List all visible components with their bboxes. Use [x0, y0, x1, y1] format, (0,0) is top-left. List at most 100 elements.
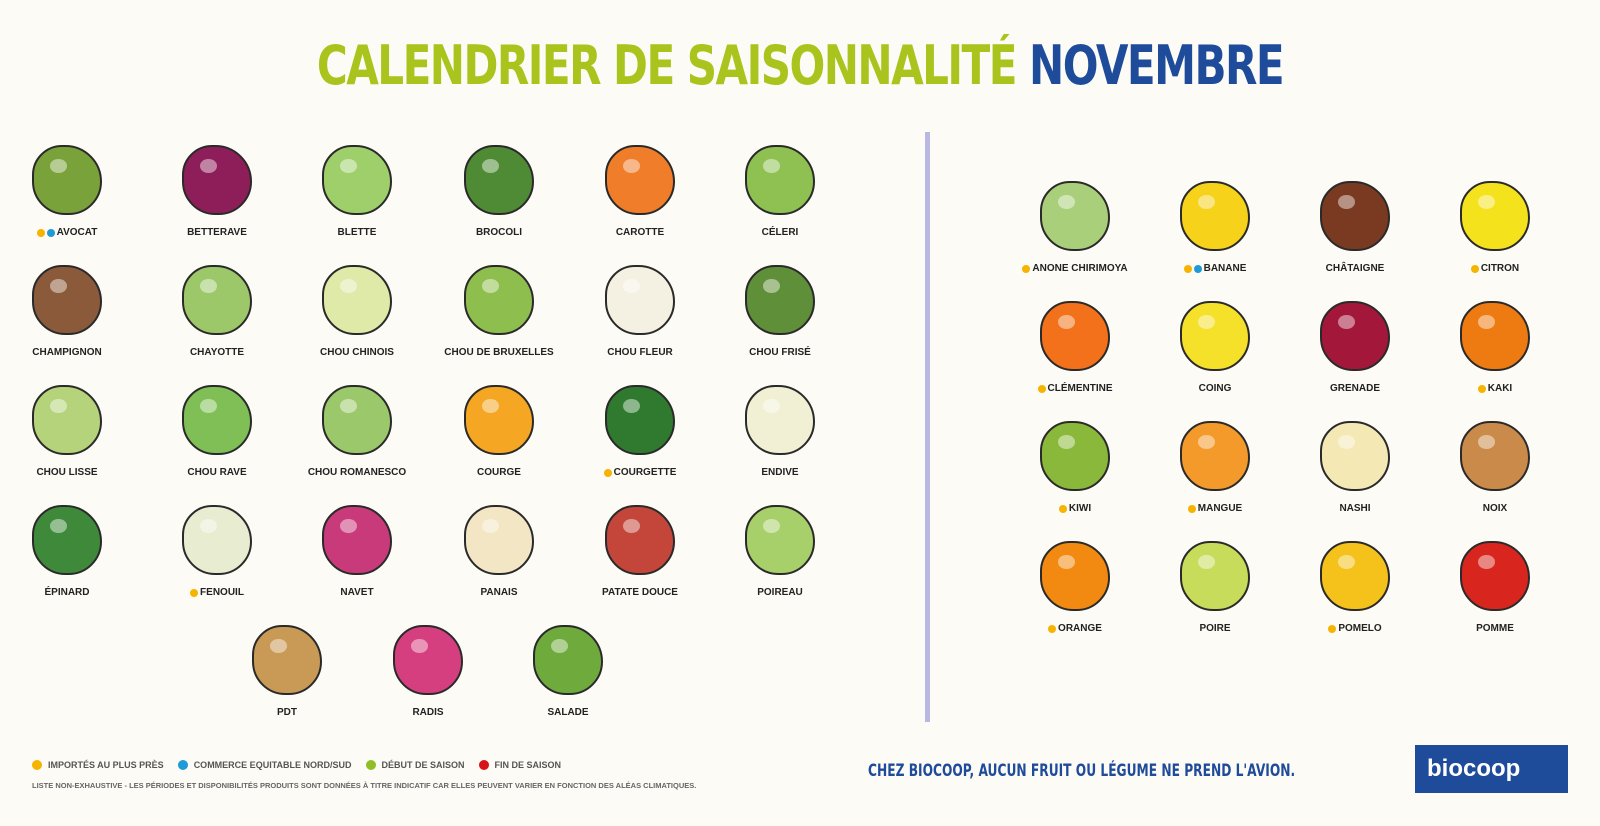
produce-name: POMELO [1338, 623, 1382, 634]
produce-item: CAROTTE [570, 145, 710, 238]
carotte-illustration [605, 145, 675, 215]
produce-label: CLÉMENTINE [1005, 383, 1145, 394]
fair_trade-dot-icon [1193, 264, 1202, 273]
fair_trade-dot-icon [177, 760, 188, 770]
produce-name: CHÂTAIGNE [1325, 263, 1385, 274]
produce-item: NAVET [287, 505, 427, 598]
orange-illustration [1040, 541, 1110, 611]
produce-label: MANGUE [1145, 503, 1285, 514]
produce-name: NASHI [1339, 503, 1371, 514]
produce-label: CHOU LISSE [0, 467, 137, 478]
produce-item: PDT [217, 625, 357, 718]
produce-label: NASHI [1285, 503, 1425, 514]
produce-name: SALADE [547, 707, 589, 718]
chou-romanesco-illustration [322, 385, 392, 455]
produce-label: BROCOLI [429, 227, 569, 238]
brocoli-illustration [464, 145, 534, 215]
produce-name: CITRON [1480, 263, 1520, 274]
produce-label: BLETTE [287, 227, 427, 238]
season_end-dot-icon [478, 760, 489, 770]
produce-label: CÉLERI [710, 227, 850, 238]
produce-label: CITRON [1425, 263, 1565, 274]
kiwi-illustration [1040, 421, 1110, 491]
produce-item: MANGUE [1145, 421, 1285, 514]
produce-name: COURGETTE [613, 467, 677, 478]
imported-dot-icon [32, 760, 42, 770]
produce-label: CAROTTE [570, 227, 710, 238]
imported-dot-icon [1187, 504, 1196, 513]
produce-label: SALADE [498, 707, 638, 718]
produce-label: CHOU FRISÉ [710, 347, 850, 358]
produce-name: CAROTTE [615, 227, 665, 238]
produce-item: KIWI [1005, 421, 1145, 514]
chou-lisse-illustration [32, 385, 102, 455]
legend-item: DÉBUT DE SAISON [365, 760, 465, 770]
chou-chinois-illustration [322, 265, 392, 335]
produce-name: NOIX [1482, 503, 1508, 514]
page-title: CALENDRIER DE SAISONNALITÉ NOVEMBRE [316, 34, 1285, 97]
kaki-illustration [1460, 301, 1530, 371]
produce-name: BANANE [1203, 263, 1247, 274]
produce-item: ENDIVE [710, 385, 850, 478]
produce-name: CHOU LISSE [36, 467, 98, 478]
produce-label: GRENADE [1285, 383, 1425, 394]
produce-name: RADIS [412, 707, 444, 718]
patate-douce-illustration [605, 505, 675, 575]
produce-item: CHOU DE BRUXELLES [429, 265, 569, 358]
fenouil-illustration [182, 505, 252, 575]
produce-name: PATATE DOUCE [602, 587, 678, 598]
produce-item: GRENADE [1285, 301, 1425, 394]
mangue-illustration [1180, 421, 1250, 491]
produce-item: POMME [1425, 541, 1565, 634]
produce-item: NOIX [1425, 421, 1565, 514]
produce-name: CLÉMENTINE [1047, 383, 1113, 394]
produce-name: CÉLERI [761, 227, 799, 238]
produce-name: BETTERAVE [187, 227, 247, 238]
produce-name: BLETTE [337, 227, 377, 238]
champignon-illustration [32, 265, 102, 335]
imported-dot-icon [1328, 624, 1337, 633]
produce-name: CHOU DE BRUXELLES [444, 347, 554, 358]
produce-item: COING [1145, 301, 1285, 394]
betterave-illustration [182, 145, 252, 215]
chou-fleur-illustration [605, 265, 675, 335]
produce-label: COURGE [429, 467, 569, 478]
produce-item: BETTERAVE [147, 145, 287, 238]
produce-item: ÉPINARD [0, 505, 137, 598]
produce-item: RADIS [358, 625, 498, 718]
produce-name: CHOU FRISÉ [749, 347, 811, 358]
imported-dot-icon [1058, 504, 1067, 513]
legend-label: IMPORTÉS AU PLUS PRÈS [48, 760, 164, 770]
produce-label: BETTERAVE [147, 227, 287, 238]
navet-illustration [322, 505, 392, 575]
produce-name: COING [1198, 383, 1232, 394]
nashi-illustration [1320, 421, 1390, 491]
produce-label: PANAIS [429, 587, 569, 598]
produce-item: CHOU RAVE [147, 385, 287, 478]
produce-label: CHOU ROMANESCO [287, 467, 427, 478]
disclaimer: LISTE NON-EXHAUSTIVE - LES PÉRIODES ET D… [32, 781, 697, 790]
coing-illustration [1180, 301, 1250, 371]
produce-label: KIWI [1005, 503, 1145, 514]
produce-item: BANANE [1145, 181, 1285, 274]
legend-label: DÉBUT DE SAISON [381, 760, 465, 770]
radis-illustration [393, 625, 463, 695]
produce-label: BANANE [1145, 263, 1285, 274]
chou-fris--illustration [745, 265, 815, 335]
produce-item: FENOUIL [147, 505, 287, 598]
imported-dot-icon [1048, 624, 1057, 633]
produce-item: PANAIS [429, 505, 569, 598]
poire-illustration [1180, 541, 1250, 611]
avocat-illustration [32, 145, 102, 215]
produce-label: CHOU DE BRUXELLES [429, 347, 569, 358]
produce-name: NAVET [340, 587, 374, 598]
produce-label: COURGETTE [570, 467, 710, 478]
produce-label: CHAYOTTE [147, 347, 287, 358]
produce-name: GRENADE [1329, 383, 1380, 394]
produce-item: CHOU FRISÉ [710, 265, 850, 358]
imported-dot-icon [1470, 264, 1479, 273]
-pinard-illustration [32, 505, 102, 575]
produce-name: FENOUIL [200, 587, 244, 598]
produce-item: CHOU FLEUR [570, 265, 710, 358]
produce-name: PDT [277, 707, 297, 718]
